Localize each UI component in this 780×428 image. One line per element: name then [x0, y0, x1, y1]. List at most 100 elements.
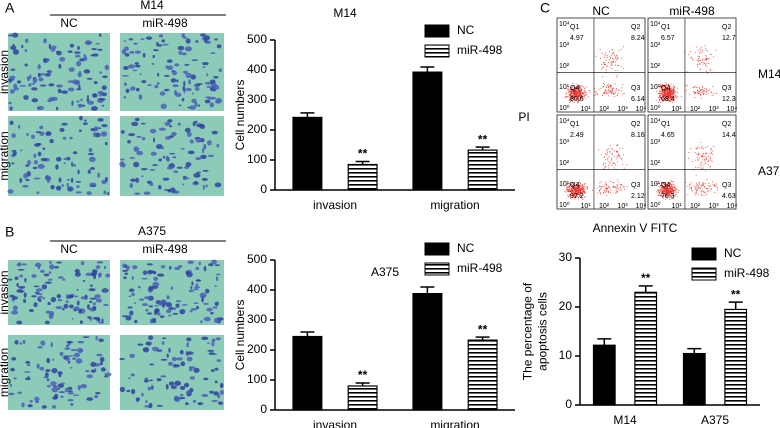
cell: [180, 361, 186, 367]
event-dot: [571, 183, 573, 185]
event-dot: [666, 98, 668, 100]
cell: [214, 285, 217, 287]
event-dot: [694, 92, 696, 94]
event-dot: [702, 59, 704, 61]
event-dot: [580, 97, 582, 99]
event-dot: [702, 91, 704, 93]
cell: [97, 127, 102, 130]
event-dot: [696, 191, 698, 193]
event-dot: [710, 148, 712, 150]
event-dot: [707, 163, 709, 165]
event-dot: [610, 87, 612, 89]
event-dot: [672, 189, 674, 191]
cell: [75, 358, 83, 364]
cell: [185, 87, 192, 92]
cell: [176, 166, 183, 169]
cell: [166, 353, 169, 358]
event-dot: [616, 179, 618, 181]
event-dot: [618, 153, 620, 155]
event-dot: [663, 91, 665, 93]
event-dot: [698, 152, 700, 154]
cell: [22, 339, 26, 344]
cell: [80, 261, 85, 266]
cell: [211, 338, 216, 343]
cell: [36, 292, 43, 295]
cell: [194, 286, 201, 289]
cell: [141, 136, 146, 141]
cell: [128, 288, 135, 293]
event-dot: [704, 155, 706, 157]
event-dot: [656, 191, 658, 193]
event-dot: [668, 191, 670, 193]
event-dot: [565, 95, 567, 97]
event-dot: [618, 189, 620, 191]
event-dot: [613, 186, 615, 188]
cell: [30, 134, 35, 139]
quadrant-value: 2.12: [631, 193, 645, 200]
event-dot: [576, 193, 578, 195]
cell: [149, 128, 157, 134]
cell: [130, 373, 135, 377]
event-dot: [662, 98, 664, 100]
cell: [26, 75, 30, 82]
cell: [11, 149, 17, 152]
event-dot: [615, 69, 617, 71]
cell: [147, 386, 152, 391]
significance: **: [358, 368, 368, 382]
cell: [10, 68, 16, 71]
event-dot: [621, 189, 623, 191]
flow-plot: 10⁰10¹10¹10²10²10³10³10⁴10⁴Q14.65Q214.4Q…: [647, 114, 737, 210]
event-dot: [670, 187, 672, 189]
event-dot: [621, 185, 623, 187]
cell: [128, 295, 132, 298]
cell: [158, 158, 163, 162]
event-dot: [565, 97, 567, 99]
row-label: migration: [0, 131, 11, 180]
event-dot: [617, 143, 619, 145]
cell: [123, 95, 127, 99]
cell: [101, 124, 108, 128]
event-dot: [712, 86, 714, 88]
event-dot: [599, 186, 601, 188]
cell: [169, 187, 176, 193]
event-dot: [578, 189, 580, 191]
event-dot: [571, 189, 573, 191]
cell: [134, 62, 139, 65]
cell: [50, 47, 56, 52]
event-dot: [613, 93, 615, 95]
cell: [174, 380, 181, 386]
cell: [164, 121, 171, 126]
event-dot: [584, 192, 586, 194]
event-dot: [592, 189, 594, 191]
event-dot: [658, 96, 660, 98]
cell: [202, 169, 209, 172]
event-dot: [575, 189, 577, 191]
cell: [160, 265, 166, 269]
event-dot: [659, 87, 661, 89]
event-dot: [614, 186, 616, 188]
event-dot: [584, 88, 586, 90]
event-dot: [620, 184, 622, 186]
event-dot: [675, 96, 677, 98]
event-dot: [604, 56, 606, 58]
micrograph-bg: [8, 33, 110, 111]
cell: [148, 379, 153, 382]
cell: [11, 162, 15, 165]
cell: [167, 65, 174, 70]
cell: [55, 106, 59, 111]
cell: [104, 141, 108, 146]
cell: [23, 173, 28, 179]
cell: [94, 395, 99, 399]
event-dot: [695, 174, 697, 176]
event-dot: [575, 88, 577, 90]
cell: [200, 320, 203, 324]
event-dot: [618, 64, 620, 66]
event-dot: [665, 188, 667, 190]
event-dot: [668, 192, 670, 194]
cell: [211, 341, 215, 347]
cell: [134, 117, 140, 122]
event-dot: [709, 157, 711, 159]
cell: [89, 300, 93, 303]
event-dot: [698, 194, 700, 196]
cell: [51, 367, 58, 374]
